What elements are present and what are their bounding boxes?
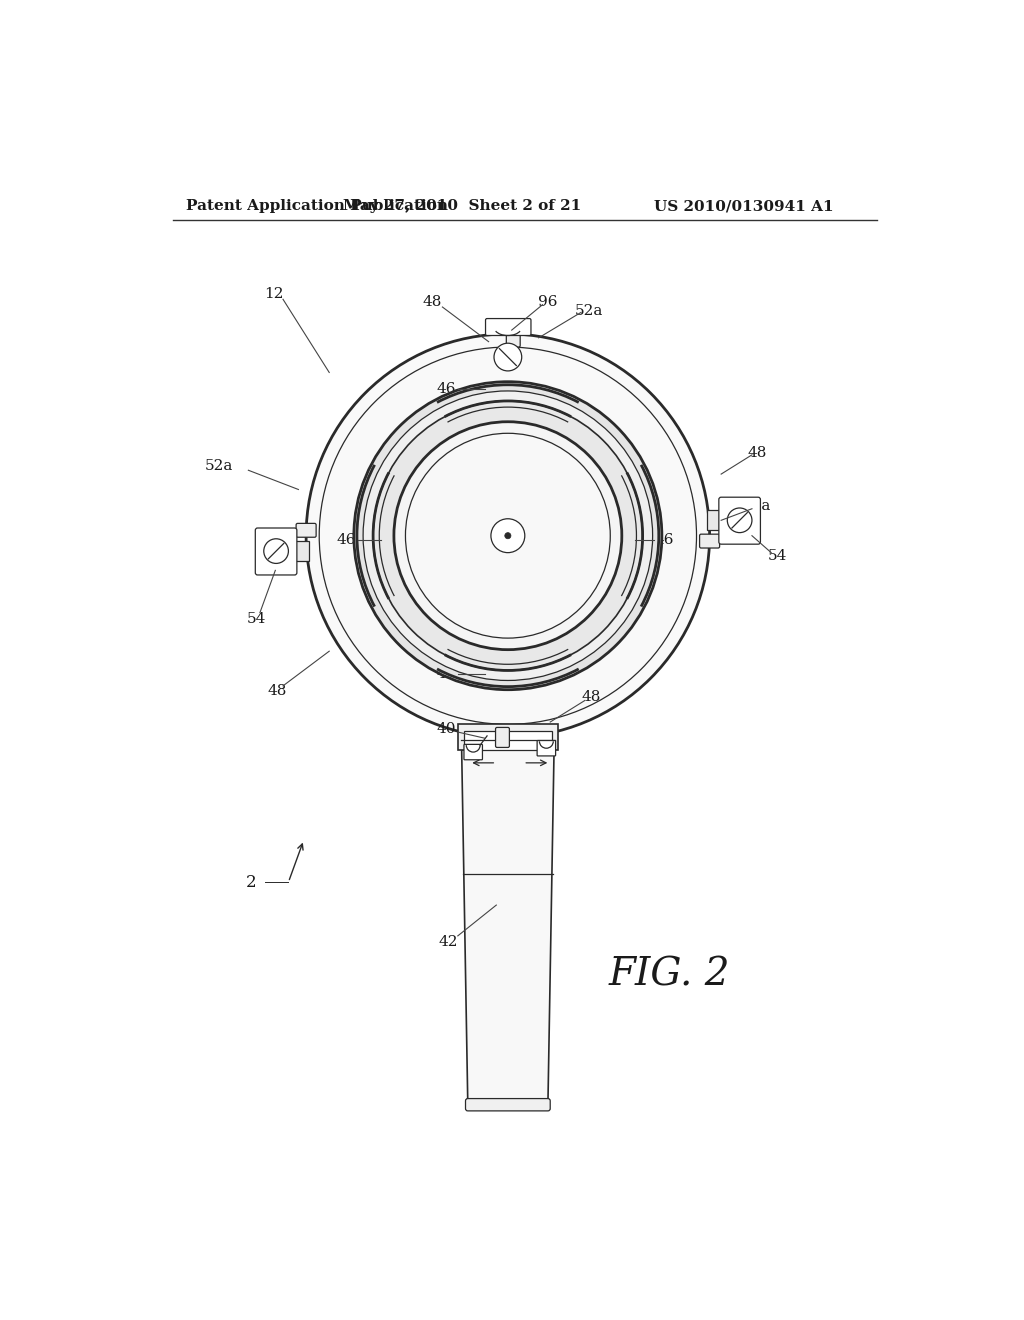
- Circle shape: [364, 391, 652, 681]
- Text: 52a: 52a: [743, 499, 771, 513]
- FancyBboxPatch shape: [707, 511, 722, 531]
- Text: 40: 40: [436, 722, 456, 737]
- Text: 96: 96: [539, 294, 558, 309]
- Text: 46: 46: [337, 532, 356, 546]
- Text: US 2010/0130941 A1: US 2010/0130941 A1: [654, 199, 834, 213]
- FancyBboxPatch shape: [485, 318, 531, 335]
- FancyBboxPatch shape: [464, 730, 552, 750]
- Circle shape: [494, 343, 521, 371]
- Text: FIG. 2: FIG. 2: [609, 956, 730, 993]
- FancyBboxPatch shape: [699, 535, 720, 548]
- FancyBboxPatch shape: [506, 327, 520, 347]
- Circle shape: [264, 539, 289, 564]
- Circle shape: [406, 433, 610, 638]
- Text: May 27, 2010  Sheet 2 of 21: May 27, 2010 Sheet 2 of 21: [343, 199, 581, 213]
- Text: 42: 42: [438, 935, 458, 949]
- FancyBboxPatch shape: [294, 541, 309, 561]
- Text: 48: 48: [748, 446, 767, 459]
- Text: Patent Application Publication: Patent Application Publication: [186, 199, 449, 213]
- Text: 48: 48: [423, 294, 442, 309]
- Text: 46: 46: [654, 532, 674, 546]
- Circle shape: [727, 508, 752, 533]
- FancyBboxPatch shape: [255, 528, 297, 576]
- Text: 12: 12: [264, 286, 284, 301]
- Text: 46: 46: [436, 668, 456, 681]
- Circle shape: [394, 421, 622, 649]
- Text: 2: 2: [246, 874, 256, 891]
- Circle shape: [373, 401, 643, 671]
- Circle shape: [490, 519, 525, 553]
- Text: 54: 54: [768, 549, 787, 562]
- Text: 48: 48: [267, 684, 287, 698]
- Text: 52a: 52a: [205, 459, 233, 474]
- Polygon shape: [462, 750, 554, 1106]
- FancyBboxPatch shape: [496, 727, 509, 747]
- Circle shape: [505, 532, 511, 539]
- FancyBboxPatch shape: [458, 725, 558, 750]
- FancyBboxPatch shape: [466, 1098, 550, 1111]
- FancyBboxPatch shape: [464, 744, 482, 760]
- FancyBboxPatch shape: [719, 498, 761, 544]
- Text: 48: 48: [582, 690, 601, 705]
- Text: 52a: 52a: [574, 304, 603, 318]
- Text: 46: 46: [436, 383, 456, 396]
- Text: 54: 54: [247, 612, 266, 626]
- FancyBboxPatch shape: [538, 741, 556, 756]
- Circle shape: [306, 334, 710, 738]
- FancyBboxPatch shape: [296, 524, 316, 537]
- Circle shape: [354, 381, 662, 689]
